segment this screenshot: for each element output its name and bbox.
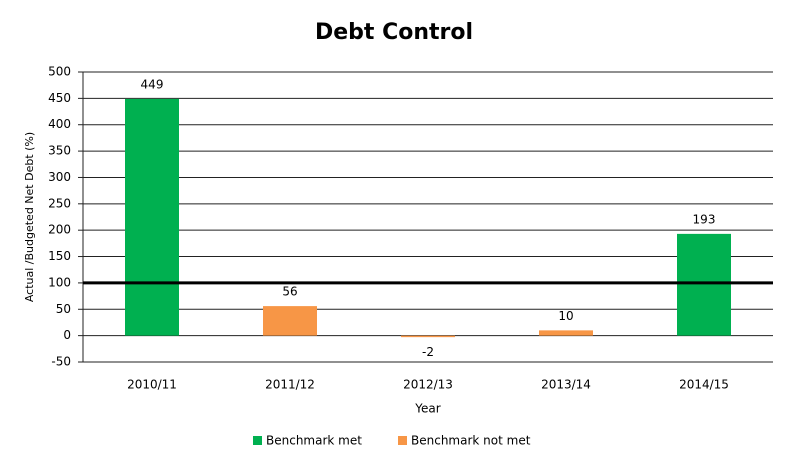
y-tick-label: 50 — [56, 302, 71, 316]
y-tick-label: 450 — [48, 91, 71, 105]
x-tick-label: 2010/11 — [127, 378, 177, 392]
data-label: 56 — [282, 285, 297, 299]
legend-label: Benchmark not met — [411, 434, 531, 448]
legend-label: Benchmark met — [266, 434, 362, 448]
y-tick-label: 150 — [48, 249, 71, 263]
y-axis-label: Actual /Budgeted Net Debt (%) — [23, 132, 36, 302]
y-tick-label: -50 — [51, 355, 71, 369]
bar — [401, 335, 455, 338]
x-tick-label: 2011/12 — [265, 378, 315, 392]
data-label: 10 — [558, 309, 573, 323]
bar — [677, 233, 731, 336]
chart-title: Debt Control — [315, 20, 473, 45]
bar — [263, 306, 317, 336]
x-tick-label: 2012/13 — [403, 378, 453, 392]
y-tick-label: 250 — [48, 196, 71, 210]
x-axis-label: Year — [414, 402, 440, 416]
data-label: 193 — [693, 212, 716, 226]
bar — [125, 98, 179, 336]
legend-swatch — [253, 436, 262, 445]
bar — [539, 330, 593, 336]
y-tick-label: 500 — [48, 65, 71, 79]
data-label: -2 — [422, 345, 434, 359]
y-tick-label: 350 — [48, 144, 71, 158]
y-tick-label: 0 — [63, 328, 71, 342]
x-tick-label: 2013/14 — [541, 378, 591, 392]
data-label: 449 — [141, 77, 164, 91]
legend-swatch — [398, 436, 407, 445]
x-tick-label: 2014/15 — [679, 378, 729, 392]
y-tick-label: 300 — [48, 170, 71, 184]
y-tick-label: 400 — [48, 117, 71, 131]
y-tick-label: 100 — [48, 275, 71, 289]
y-tick-label: 200 — [48, 223, 71, 237]
